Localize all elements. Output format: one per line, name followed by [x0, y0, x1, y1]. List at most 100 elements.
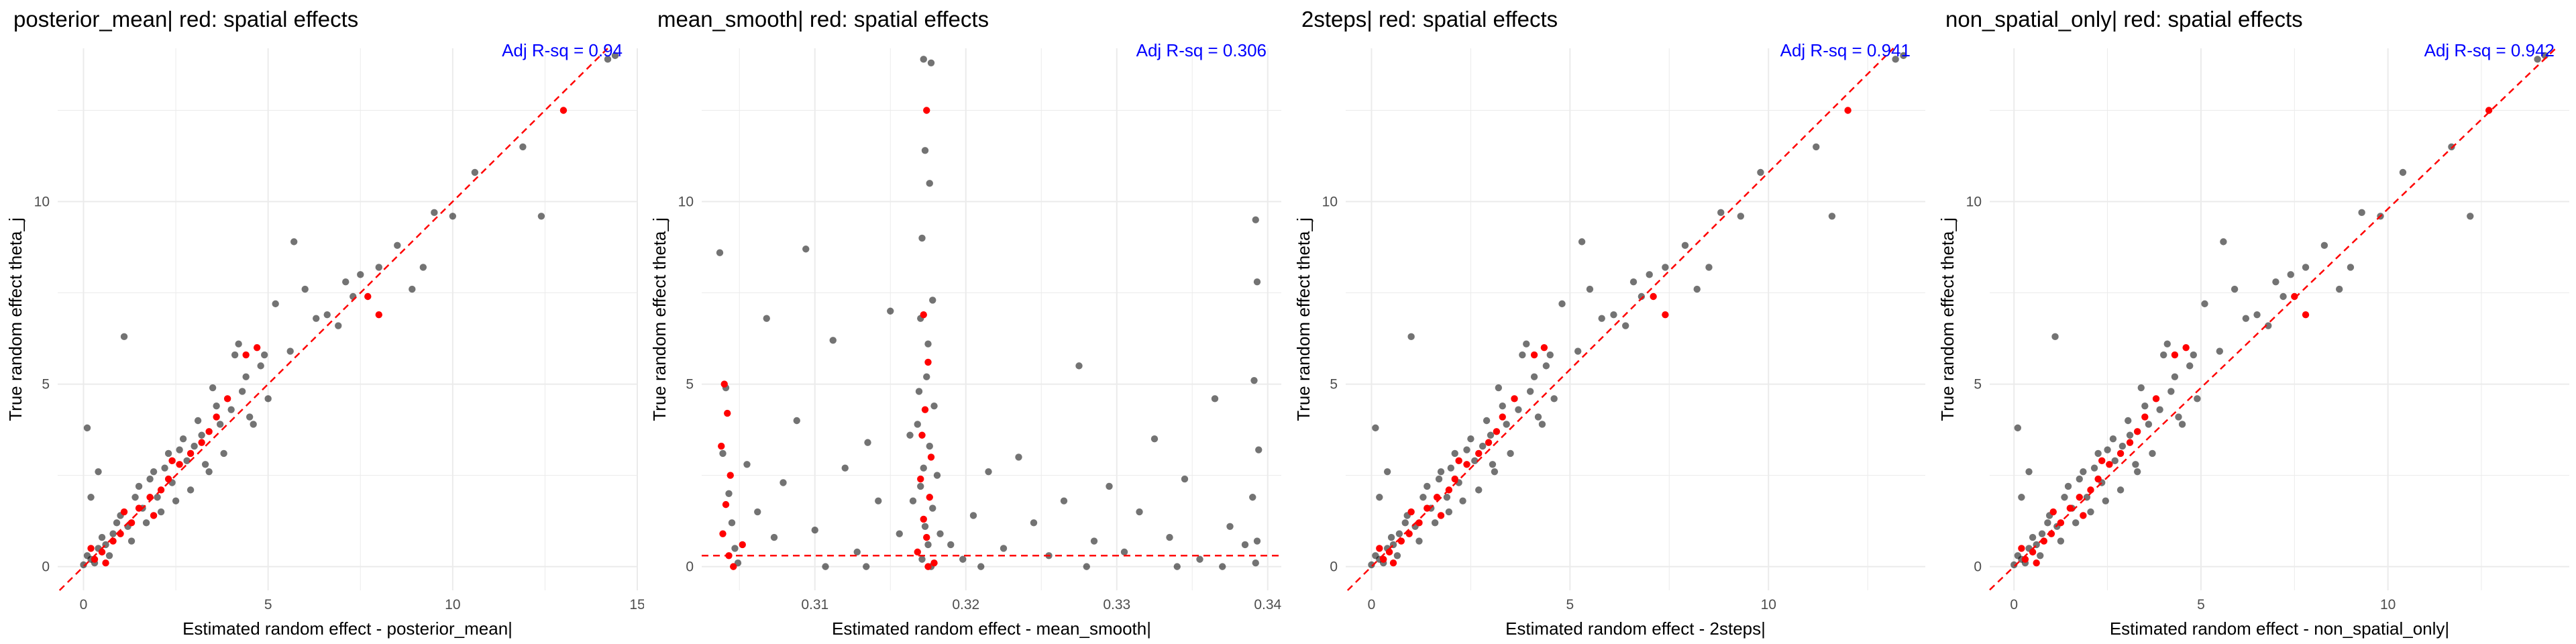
data-point — [2072, 519, 2080, 527]
data-point — [1530, 373, 1538, 380]
data-point — [227, 406, 235, 413]
data-point — [1542, 362, 1550, 370]
spatial-effect-point — [2080, 512, 2087, 519]
y-axis-label: True random effect theta_j — [5, 217, 25, 421]
data-point — [2057, 537, 2065, 545]
data-point — [811, 527, 818, 534]
data-point — [2137, 384, 2145, 392]
x-tick-label: 0 — [80, 597, 88, 612]
series-1 — [718, 107, 938, 570]
data-point — [924, 541, 932, 549]
data-point — [1407, 333, 1415, 341]
points — [716, 56, 1263, 570]
data-point — [1483, 417, 1491, 425]
gridlines — [1990, 48, 2569, 590]
spatial-effect-point — [91, 555, 99, 563]
data-point — [1387, 533, 1395, 541]
data-point — [2090, 464, 2098, 472]
spatial-effect-point — [914, 548, 921, 556]
spatial-effect-point — [926, 494, 933, 501]
data-point — [1372, 424, 1379, 432]
spatial-effect-point — [102, 559, 109, 567]
spatial-effect-point — [168, 457, 176, 465]
spatial-effect-point — [120, 508, 128, 516]
series-0 — [716, 56, 1263, 570]
data-point — [2302, 264, 2310, 271]
data-point — [1136, 508, 1143, 516]
spatial-effect-point — [1475, 449, 1483, 458]
data-point — [1106, 482, 1113, 490]
data-point — [918, 234, 926, 242]
spatial-effect-point — [918, 431, 926, 439]
data-point — [161, 464, 168, 472]
data-point — [1249, 494, 1256, 501]
spatial-effect-point — [1844, 107, 1851, 114]
spatial-effect-point — [920, 311, 927, 319]
x-axis-label: Estimated random effect - posterior_mean… — [182, 619, 513, 639]
data-point — [1443, 494, 1451, 501]
data-point — [770, 533, 778, 541]
data-point — [918, 555, 926, 563]
data-point — [2156, 406, 2163, 413]
data-point — [1030, 519, 1038, 527]
spatial-effect-point — [2116, 449, 2125, 458]
data-point — [802, 246, 810, 253]
data-point — [394, 241, 401, 250]
spatial-effect-point — [364, 292, 372, 301]
chart-title: posterior_mean| red: spatial effects — [13, 7, 358, 32]
x-tick-label: 10 — [445, 597, 460, 612]
panel-posterior-mean: 0 5 10 15 0 5 10 posterior_mean| red: spatial e… — [0, 0, 644, 644]
data-point — [246, 413, 254, 421]
spatial-effect-point — [1463, 461, 1470, 468]
data-point — [1503, 421, 1510, 428]
data-point — [1219, 563, 1226, 570]
data-point — [1757, 168, 1764, 176]
spatial-effect-point — [923, 107, 930, 114]
data-point — [1519, 351, 1526, 359]
y-tick-label: 0 — [1330, 559, 1338, 575]
data-point — [1252, 559, 1259, 567]
spatial-effect-point — [1455, 457, 1462, 465]
data-point — [313, 315, 320, 322]
data-point — [519, 143, 527, 151]
data-point — [927, 59, 935, 66]
x-axis-label: Estimated random effect - mean_smooth| — [832, 619, 1151, 639]
data-point — [290, 238, 298, 246]
data-point — [875, 497, 882, 504]
spatial-effect-point — [1499, 413, 1506, 421]
y-tick-label: 5 — [42, 377, 50, 392]
spatial-effect-point — [2033, 559, 2040, 567]
data-point — [725, 490, 733, 498]
data-point — [213, 402, 220, 410]
data-point — [1424, 482, 1431, 490]
spatial-effect-point — [135, 504, 143, 512]
data-point — [2265, 322, 2272, 329]
spatial-effect-point — [109, 537, 117, 545]
data-point — [172, 497, 180, 504]
data-point — [342, 278, 350, 286]
spatial-effect-point — [2018, 545, 2025, 552]
scatter-plot: 0 5 10 0 5 10 non_spatial_only| red: spatial e… — [1937, 7, 2569, 639]
data-point — [2025, 468, 2033, 476]
spatial-effect-point — [2049, 508, 2057, 516]
data-point — [186, 486, 195, 494]
data-point — [2242, 315, 2250, 322]
data-point — [350, 292, 357, 301]
data-point — [357, 271, 364, 278]
data-point — [1507, 449, 1514, 458]
spatial-effect-point — [1540, 343, 1548, 352]
reference-line — [1346, 48, 1894, 591]
y-tick-label: 0 — [686, 559, 694, 575]
spatial-effect-point — [176, 461, 183, 468]
spatial-effect-point — [924, 358, 932, 366]
spatial-effect-point — [718, 442, 725, 450]
x-tick-label: 0 — [1368, 597, 1376, 612]
data-point — [763, 315, 770, 322]
data-point — [537, 213, 545, 220]
data-point — [1495, 384, 1503, 392]
x-tick-label: 0.33 — [1103, 597, 1130, 612]
data-point — [2194, 395, 2201, 402]
data-point — [2190, 351, 2197, 359]
data-point — [1255, 446, 1263, 453]
data-point — [1415, 537, 1423, 545]
